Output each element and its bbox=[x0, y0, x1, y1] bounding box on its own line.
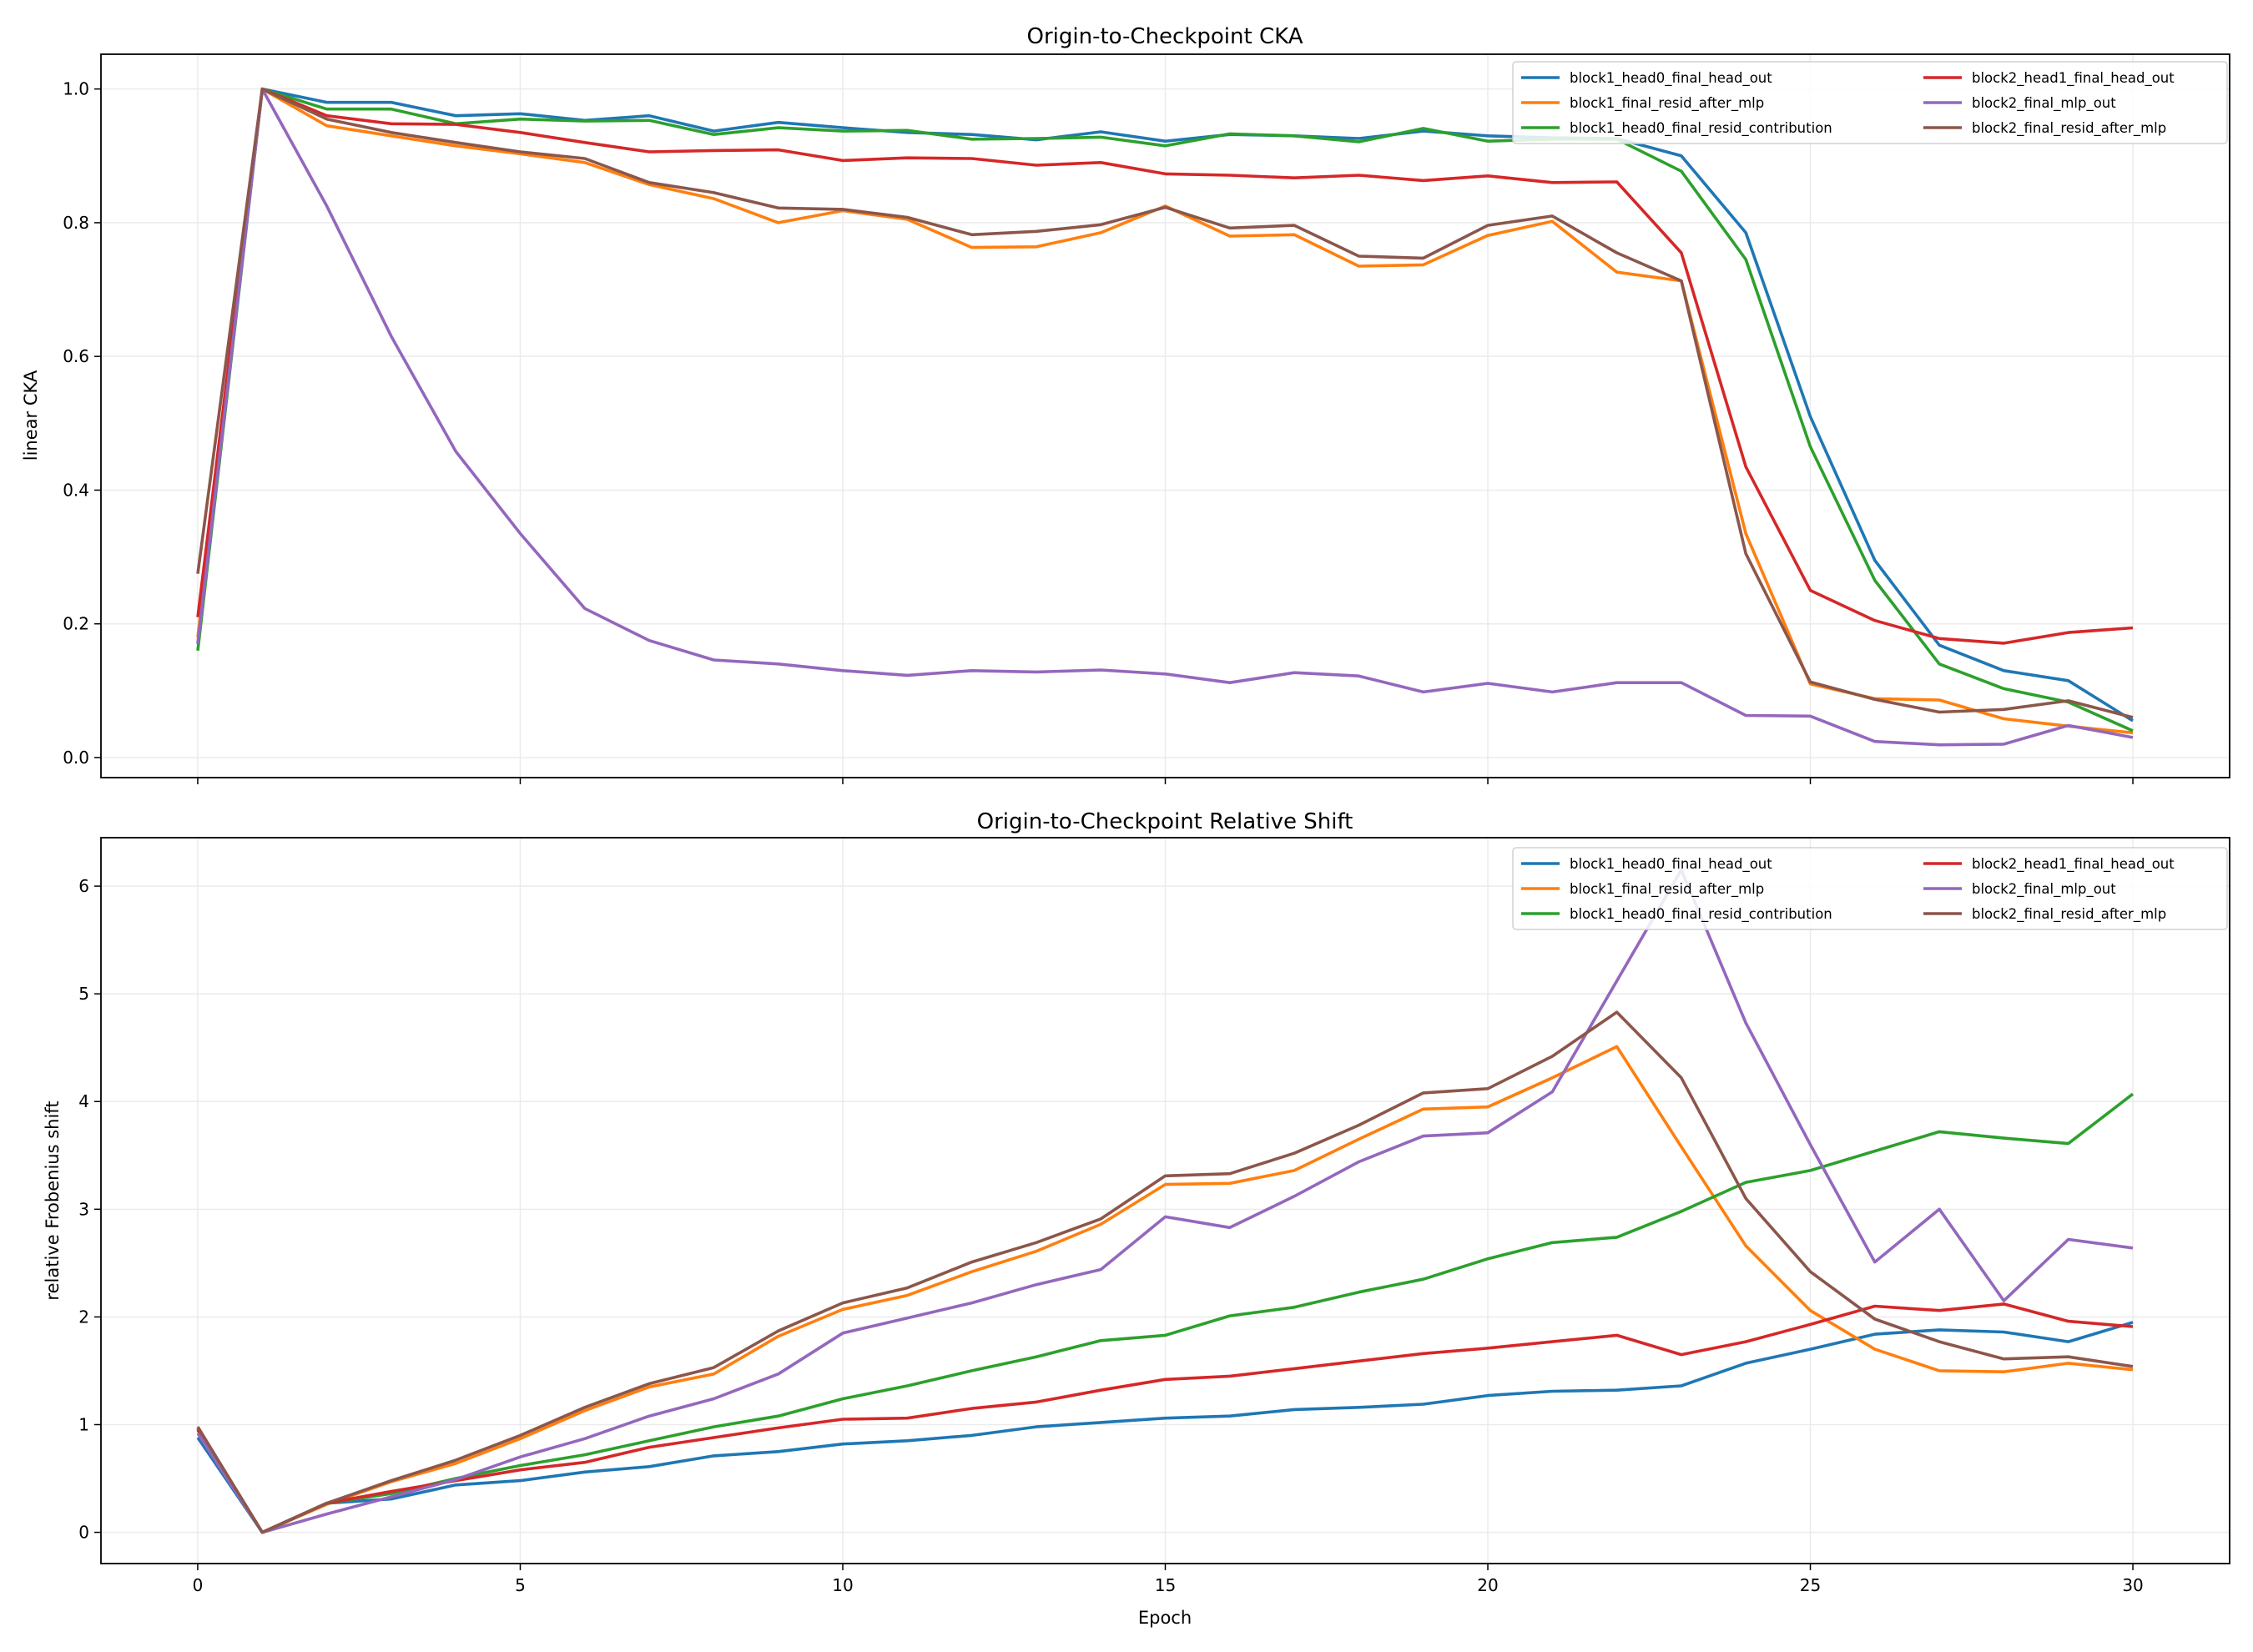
shift-legend-label: block2_head1_final_head_out bbox=[1972, 856, 2175, 873]
shift-x-tick-label: 20 bbox=[1477, 1575, 1498, 1595]
cka-subplot: Origin-to-Checkpoint CKA linear CKA 0.0 0… bbox=[21, 24, 2230, 784]
cka-legend-label: block1_head0_final_resid_contribution bbox=[1570, 120, 1832, 137]
shift-x-tick-label: 10 bbox=[832, 1575, 853, 1595]
shift-x-tick-label: 15 bbox=[1155, 1575, 1176, 1595]
shift-legend-label: block2_final_mlp_out bbox=[1972, 881, 2116, 898]
shift-x-tick-label: 5 bbox=[515, 1575, 526, 1595]
cka-series-line bbox=[196, 87, 2134, 723]
shift-series-line bbox=[196, 868, 2134, 1534]
cka-ylabel: linear CKA bbox=[21, 370, 41, 461]
cka-legend-label: block2_head1_final_head_out bbox=[1972, 70, 2175, 87]
shift-series-line bbox=[196, 1010, 2134, 1534]
shift-legend-label: block2_final_resid_after_mlp bbox=[1972, 906, 2166, 923]
cka-y-tick-label: 0.8 bbox=[63, 213, 89, 233]
shift-y-tick-label: 5 bbox=[78, 984, 89, 1004]
shift-x-tick-label: 25 bbox=[1800, 1575, 1821, 1595]
cka-legend: block1_head0_final_head_out block1_final_… bbox=[1512, 61, 2228, 144]
cka-title: Origin-to-Checkpoint CKA bbox=[1026, 24, 1303, 49]
cka-series-line bbox=[196, 87, 2134, 733]
shift-legend-label: block1_final_resid_after_mlp bbox=[1570, 881, 1764, 898]
cka-series-line bbox=[196, 87, 2134, 645]
shift-y-tick-label: 0 bbox=[78, 1523, 89, 1543]
shift-x-tick-label: 0 bbox=[193, 1575, 204, 1595]
shift-xlabel: Epoch bbox=[1138, 1608, 1192, 1628]
shift-axes-frame bbox=[100, 837, 2230, 1564]
shift-series-line bbox=[196, 1321, 2134, 1534]
shift-y-tick-label: 2 bbox=[78, 1307, 89, 1327]
shift-legend-label: block1_head0_final_resid_contribution bbox=[1570, 906, 1832, 923]
cka-series-line bbox=[196, 87, 2134, 719]
cka-legend-box bbox=[1512, 61, 2228, 144]
cka-y-tick-label: 0.2 bbox=[63, 614, 89, 634]
shift-series-line bbox=[196, 1092, 2135, 1534]
shift-title: Origin-to-Checkpoint Relative Shift bbox=[977, 809, 1353, 834]
cka-y-tick-label: 0.6 bbox=[63, 346, 89, 366]
shift-y-tick-label: 4 bbox=[78, 1091, 89, 1111]
shift-legend: block1_head0_final_head_out block1_final_… bbox=[1512, 847, 2228, 930]
cka-axes-frame bbox=[100, 53, 2230, 778]
shift-legend-label: block1_head0_final_head_out bbox=[1570, 856, 1772, 873]
shift-ylabel: relative Frobenius shift bbox=[43, 1100, 63, 1300]
cka-legend-label: block1_final_resid_after_mlp bbox=[1570, 95, 1764, 112]
shift-subplot: Origin-to-Checkpoint Relative Shift rela… bbox=[43, 809, 2230, 1628]
shift-x-tick-label: 30 bbox=[2122, 1575, 2143, 1595]
cka-y-tick-label: 1.0 bbox=[63, 79, 89, 99]
shift-y-tick-label: 3 bbox=[78, 1199, 89, 1219]
shift-legend-box bbox=[1512, 847, 2228, 930]
cka-series-line bbox=[196, 87, 2134, 747]
cka-legend-label: block1_head0_final_head_out bbox=[1570, 70, 1772, 87]
cka-y-tick-label: 0.0 bbox=[63, 748, 89, 768]
cka-legend-label: block2_final_mlp_out bbox=[1972, 95, 2116, 112]
shift-series-line bbox=[196, 1302, 2134, 1534]
cka-legend-label: block2_final_resid_after_mlp bbox=[1972, 120, 2166, 137]
shift-series-line bbox=[196, 1045, 2134, 1534]
shift-y-tick-label: 6 bbox=[78, 876, 89, 896]
shift-y-tick-label: 1 bbox=[78, 1414, 89, 1434]
cka-y-tick-label: 0.4 bbox=[63, 480, 89, 500]
